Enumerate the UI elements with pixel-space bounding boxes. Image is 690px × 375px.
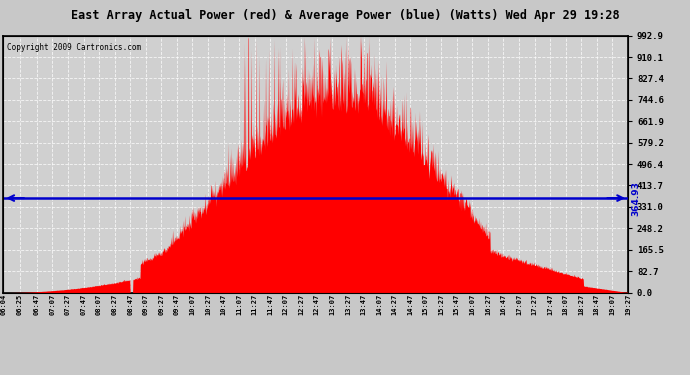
Text: 18:07: 18:07 [562, 294, 569, 315]
Text: 18:47: 18:47 [594, 294, 600, 315]
Text: 08:27: 08:27 [112, 294, 118, 315]
Text: 10:07: 10:07 [190, 294, 195, 315]
Text: 15:27: 15:27 [438, 294, 444, 315]
Text: 12:27: 12:27 [298, 294, 304, 315]
Text: 17:47: 17:47 [547, 294, 553, 315]
Text: 10:27: 10:27 [205, 294, 211, 315]
Text: 08:07: 08:07 [96, 294, 102, 315]
Text: 09:47: 09:47 [174, 294, 180, 315]
Text: 13:07: 13:07 [329, 294, 335, 315]
Text: 06:47: 06:47 [34, 294, 40, 315]
Text: 11:07: 11:07 [236, 294, 242, 315]
Text: 17:27: 17:27 [531, 294, 538, 315]
Text: 12:47: 12:47 [314, 294, 320, 315]
Text: 16:27: 16:27 [485, 294, 491, 315]
Text: 14:07: 14:07 [376, 294, 382, 315]
Text: 06:04: 06:04 [1, 294, 6, 315]
Text: 11:27: 11:27 [252, 294, 257, 315]
Text: 14:47: 14:47 [407, 294, 413, 315]
Text: 08:47: 08:47 [127, 294, 133, 315]
Text: 17:07: 17:07 [516, 294, 522, 315]
Text: 13:27: 13:27 [345, 294, 351, 315]
Text: 15:07: 15:07 [423, 294, 428, 315]
Text: 07:47: 07:47 [81, 294, 86, 315]
Text: 19:07: 19:07 [609, 294, 615, 315]
Text: 09:27: 09:27 [158, 294, 164, 315]
Text: 06:25: 06:25 [17, 294, 23, 315]
Text: 14:27: 14:27 [392, 294, 397, 315]
Text: 12:07: 12:07 [283, 294, 288, 315]
Text: 13:47: 13:47 [360, 294, 366, 315]
Text: 11:47: 11:47 [267, 294, 273, 315]
Text: 15:47: 15:47 [454, 294, 460, 315]
Text: 07:27: 07:27 [65, 294, 71, 315]
Text: 19:27: 19:27 [625, 294, 631, 315]
Text: 18:27: 18:27 [578, 294, 584, 315]
Text: 07:07: 07:07 [50, 294, 55, 315]
Text: 10:47: 10:47 [221, 294, 226, 315]
Text: 16:07: 16:07 [469, 294, 475, 315]
Text: Copyright 2009 Cartronics.com: Copyright 2009 Cartronics.com [7, 44, 141, 52]
Text: 364.93: 364.93 [631, 181, 640, 216]
Text: 16:47: 16:47 [500, 294, 506, 315]
Text: East Array Actual Power (red) & Average Power (blue) (Watts) Wed Apr 29 19:28: East Array Actual Power (red) & Average … [70, 9, 620, 22]
Text: 09:07: 09:07 [143, 294, 149, 315]
